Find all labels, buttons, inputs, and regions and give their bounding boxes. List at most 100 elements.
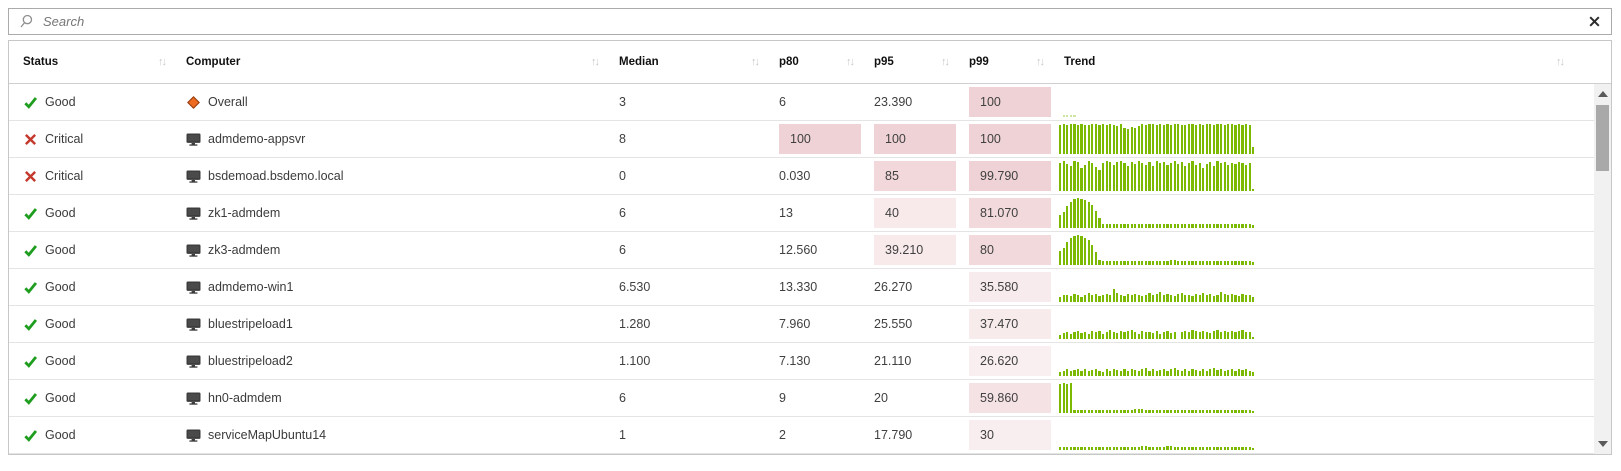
column-header-computer[interactable]: Computer ↑↓ xyxy=(173,41,606,83)
sort-indicator-icon: ↑↓ xyxy=(941,56,950,68)
trend-bar xyxy=(1209,333,1212,339)
trend-bar xyxy=(1059,447,1062,450)
table-row[interactable]: Good admdemo-win1 6.530 13.330 26.270 35… xyxy=(9,269,1611,306)
trend-bar xyxy=(1152,224,1155,228)
heat-background xyxy=(874,235,956,265)
trend-sparkline xyxy=(1059,309,1256,339)
trend-bar xyxy=(1076,124,1080,154)
trend-bar xyxy=(1148,224,1151,228)
trend-bar xyxy=(1212,165,1216,191)
trend-bar xyxy=(1101,447,1105,450)
trend-bar xyxy=(1062,295,1065,302)
table-row[interactable]: Good zk1-admdem 6 13 40 81.070 xyxy=(9,195,1611,232)
trend-bar xyxy=(1155,260,1158,265)
trend-bar xyxy=(1066,241,1069,265)
trend-bar xyxy=(1155,223,1158,228)
heat-background xyxy=(969,198,1051,228)
trend-bar xyxy=(1059,124,1062,154)
trend-bar xyxy=(1198,294,1201,302)
p99-value: 59.860 xyxy=(980,391,1019,405)
table-row[interactable]: Good Overall 3 6 23.390 100 xyxy=(9,84,1611,121)
trend-bar xyxy=(1098,410,1101,413)
table-row[interactable]: Critical admdemo-appsvr 8 100 100 100 xyxy=(9,121,1611,158)
sort-indicator-icon: ↑↓ xyxy=(1036,56,1045,68)
trend-bar xyxy=(1073,410,1076,413)
trend-bar xyxy=(1069,383,1072,413)
scrollbar-thumb[interactable] xyxy=(1596,105,1609,171)
computer-icon xyxy=(186,280,201,295)
trend-bar xyxy=(1223,260,1226,265)
table-row[interactable]: Good hn0-admdem 6 9 20 59.860 xyxy=(9,380,1611,417)
trend-bar xyxy=(1212,223,1216,228)
column-header-p80[interactable]: p80 ↑↓ xyxy=(766,41,861,83)
table-row[interactable]: Critical bsdemoad.bsdemo.local 0 0.030 8… xyxy=(9,158,1611,195)
trend-bar xyxy=(1141,330,1144,339)
p80-value: 12.560 xyxy=(779,243,818,257)
trend-bar xyxy=(1205,223,1208,228)
status-good-icon xyxy=(23,243,38,258)
trend-bar xyxy=(1119,294,1123,302)
trend-bar xyxy=(1084,237,1087,265)
table-row[interactable]: Good bluestripeload2 1.100 7.130 21.110 … xyxy=(9,343,1611,380)
trend-bar xyxy=(1241,260,1244,265)
sort-indicator-icon: ↑↓ xyxy=(158,56,167,68)
trend-bar xyxy=(1194,370,1198,376)
trend-bar xyxy=(1237,369,1241,376)
trend-bar xyxy=(1227,447,1230,450)
trend-bar xyxy=(1169,125,1173,154)
trend-bar xyxy=(1087,239,1090,265)
clear-search-icon[interactable] xyxy=(1577,16,1611,27)
column-header-trend[interactable]: Trend ↑↓ xyxy=(1051,41,1611,83)
trend-bar xyxy=(1105,124,1108,154)
trend-bar xyxy=(1141,409,1144,413)
vertical-scrollbar[interactable] xyxy=(1594,84,1611,454)
trend-bar xyxy=(1245,164,1248,191)
trend-bar xyxy=(1066,331,1069,339)
trend-bar xyxy=(1162,224,1165,228)
table-row[interactable]: Good serviceMapUbuntu14 1 2 17.790 30 xyxy=(9,417,1611,454)
trend-bar xyxy=(1123,332,1126,339)
trend-bar xyxy=(1194,331,1198,339)
trend-bar xyxy=(1248,332,1251,339)
column-header-p99[interactable]: p99 ↑↓ xyxy=(956,41,1051,83)
trend-bar xyxy=(1205,164,1208,191)
column-header-p95[interactable]: p95 ↑↓ xyxy=(861,41,956,83)
trend-bar xyxy=(1205,260,1208,265)
trend-bar xyxy=(1105,331,1108,339)
scroll-down-icon[interactable] xyxy=(1597,441,1608,447)
trend-bar xyxy=(1191,368,1194,376)
trend-bar xyxy=(1080,370,1083,376)
p80-value: 9 xyxy=(779,391,786,405)
table-row[interactable]: Good bluestripeload1 1.280 7.960 25.550 … xyxy=(9,306,1611,343)
median-value: 0 xyxy=(619,169,626,183)
trend-bar xyxy=(1084,410,1087,413)
column-header-status[interactable]: Status ↑↓ xyxy=(9,41,173,83)
trend-bar xyxy=(1152,295,1155,302)
trend-bar xyxy=(1076,295,1080,302)
scroll-up-icon[interactable] xyxy=(1597,91,1608,97)
trend-bar xyxy=(1216,410,1219,413)
trend-bar xyxy=(1112,410,1115,413)
trend-bar xyxy=(1159,224,1162,228)
trend-bar xyxy=(1144,294,1148,302)
trend-bar xyxy=(1227,164,1230,191)
trend-bar xyxy=(1202,410,1205,413)
column-header-median[interactable]: Median ↑↓ xyxy=(606,41,766,83)
trend-bar xyxy=(1169,294,1173,302)
trend-bar xyxy=(1084,369,1087,376)
trend-bar xyxy=(1134,409,1137,413)
trend-bar xyxy=(1080,124,1083,154)
trend-bar xyxy=(1094,447,1097,450)
trend-bar xyxy=(1116,224,1119,228)
trend-bar xyxy=(1237,330,1241,339)
trend-bar xyxy=(1234,331,1237,339)
trend-bar xyxy=(1094,332,1097,339)
trend-bar xyxy=(1134,331,1137,339)
p99-value: 100 xyxy=(980,95,1001,109)
table-row[interactable]: Good zk3-admdem 6 12.560 39.210 80 xyxy=(9,232,1611,269)
trend-bar xyxy=(1245,124,1248,154)
search-input[interactable] xyxy=(43,9,1577,34)
trend-bar xyxy=(1166,223,1169,228)
trend-bar xyxy=(1152,333,1155,339)
trend-bar xyxy=(1205,331,1208,339)
